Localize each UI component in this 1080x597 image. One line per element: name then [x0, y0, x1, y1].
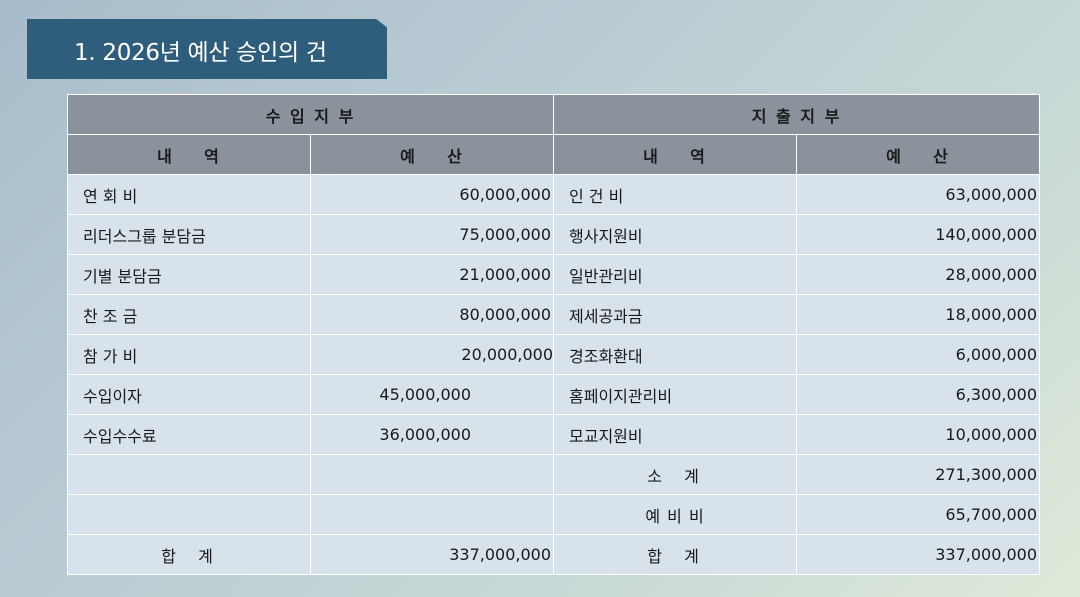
- title-banner: 1. 2026년 예산 승인의 건: [27, 19, 387, 79]
- expense-item: 경조화환대: [553, 334, 797, 375]
- expense-amount: 63,000,000: [796, 174, 1040, 215]
- expense-item: 행사지원비: [553, 214, 797, 255]
- income-budget-header: 예 산: [310, 134, 554, 175]
- table-row: 기별 분담금 21,000,000 일반관리비 28,000,000: [67, 254, 1040, 295]
- expense-item: 홈페이지관리비: [553, 374, 797, 415]
- expense-amount: 140,000,000: [796, 214, 1040, 255]
- expense-amount: 6,300,000: [796, 374, 1040, 415]
- reserve-row: 예 비 비 65,700,000: [67, 494, 1040, 535]
- subtotal-amount: 271,300,000: [796, 454, 1040, 495]
- table-row: 수입수수료 36,000,000 모교지원비 10,000,000: [67, 414, 1040, 455]
- income-amount: 36,000,000: [310, 414, 554, 455]
- income-amount: 21,000,000: [310, 254, 554, 295]
- expense-total-label: 합 계: [553, 534, 797, 575]
- expense-amount: 18,000,000: [796, 294, 1040, 335]
- income-item: 수입이자: [67, 374, 311, 415]
- table-row: 리더스그룹 분담금 75,000,000 행사지원비 140,000,000: [67, 214, 1040, 255]
- page-title: 1. 2026년 예산 승인의 건: [74, 40, 327, 66]
- income-amount: 20,000,000: [310, 334, 554, 375]
- income-amount: 75,000,000: [310, 214, 554, 255]
- income-item: 참 가 비: [67, 334, 311, 375]
- subtotal-label: 소 계: [553, 454, 797, 495]
- empty-cell: [310, 454, 554, 495]
- expense-header: 지 출 지 부: [553, 94, 1040, 135]
- income-item: 수입수수료: [67, 414, 311, 455]
- table-row: 참 가 비 20,000,000 경조화환대 6,000,000: [67, 334, 1040, 375]
- expense-item: 인 건 비: [553, 174, 797, 215]
- expense-item: 제세공과금: [553, 294, 797, 335]
- income-item: 연 회 비: [67, 174, 311, 215]
- reserve-label: 예 비 비: [553, 494, 797, 535]
- expense-budget-header: 예 산: [796, 134, 1040, 175]
- empty-cell: [67, 454, 311, 495]
- expense-total-amount: 337,000,000: [796, 534, 1040, 575]
- income-item: 리더스그룹 분담금: [67, 214, 311, 255]
- table-header-row: 수 입 지 부 지 출 지 부: [67, 94, 1040, 135]
- income-total-label: 합 계: [67, 534, 311, 575]
- table-subheader-row: 내 역 예 산 내 역 예 산: [67, 134, 1040, 175]
- reserve-amount: 65,700,000: [796, 494, 1040, 535]
- total-row: 합 계 337,000,000 합 계 337,000,000: [67, 534, 1040, 575]
- expense-amount: 6,000,000: [796, 334, 1040, 375]
- expense-item: 일반관리비: [553, 254, 797, 295]
- income-amount: 80,000,000: [310, 294, 554, 335]
- income-item-header: 내 역: [67, 134, 311, 175]
- income-item: 기별 분담금: [67, 254, 311, 295]
- empty-cell: [310, 494, 554, 535]
- expense-amount: 28,000,000: [796, 254, 1040, 295]
- income-total-amount: 337,000,000: [310, 534, 554, 575]
- expense-amount: 10,000,000: [796, 414, 1040, 455]
- table-row: 수입이자 45,000,000 홈페이지관리비 6,300,000: [67, 374, 1040, 415]
- table-row: 찬 조 금 80,000,000 제세공과금 18,000,000: [67, 294, 1040, 335]
- expense-item: 모교지원비: [553, 414, 797, 455]
- table-row: 연 회 비 60,000,000 인 건 비 63,000,000: [67, 174, 1040, 215]
- income-item: 찬 조 금: [67, 294, 311, 335]
- subtotal-row: 소 계 271,300,000: [67, 454, 1040, 495]
- budget-table: 수 입 지 부 지 출 지 부 내 역 예 산 내 역 예 산 연 회 비 60…: [67, 94, 1040, 575]
- empty-cell: [67, 494, 311, 535]
- income-amount: 60,000,000: [310, 174, 554, 215]
- income-amount: 45,000,000: [310, 374, 554, 415]
- income-header: 수 입 지 부: [67, 94, 554, 135]
- expense-item-header: 내 역: [553, 134, 797, 175]
